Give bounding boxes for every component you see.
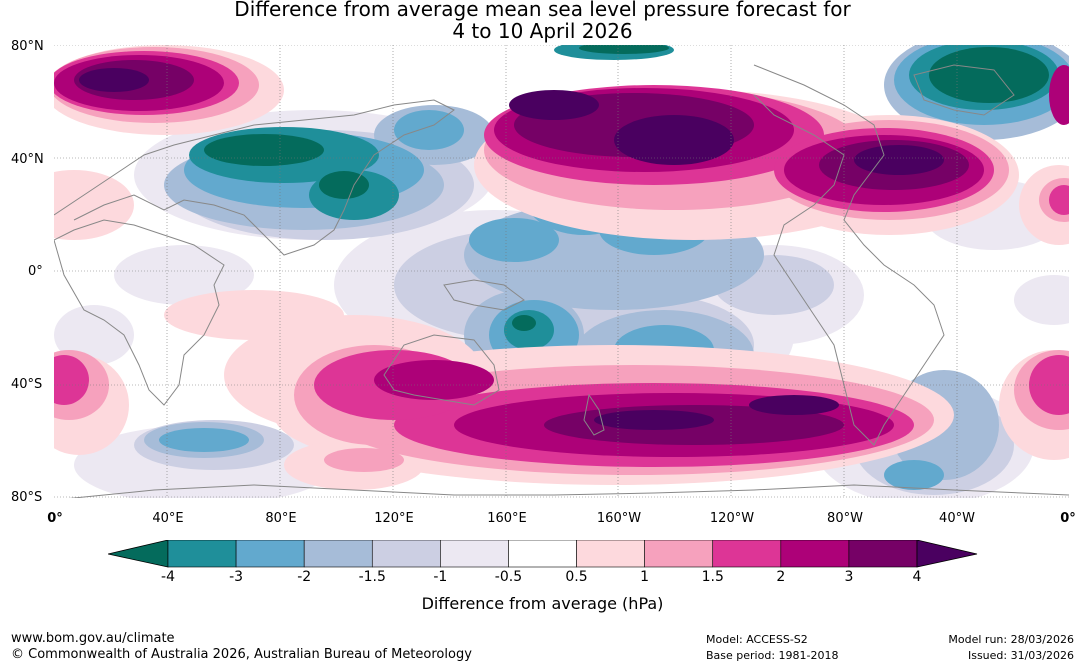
colorbar-svg [107, 539, 978, 568]
colorbar-cell [712, 539, 782, 568]
footer-model-run: Model run: 28/03/2026 [948, 633, 1074, 646]
colorbar-tick-label: 3 [844, 569, 854, 585]
lon-label-160w: 160°W [596, 511, 642, 526]
colorbar-cells [167, 539, 918, 568]
colorbar-tick-label: -4 [161, 569, 175, 585]
anomaly-band-above-4 [79, 68, 944, 430]
colorbar-tick-label: -1 [433, 569, 448, 585]
lon-label-80w: 80°W [827, 511, 863, 526]
lon-label-160e: 160°E [487, 511, 527, 526]
footer-copyright: © Commonwealth of Australia 2026, Austra… [11, 647, 472, 662]
lon-label-120w: 120°W [709, 511, 755, 526]
lon-label-0-west: 0° [47, 511, 63, 526]
lon-label-80e: 80°E [265, 511, 297, 526]
colorbar-cell [303, 539, 373, 568]
lon-label-120e: 120°E [374, 511, 414, 526]
colorbar-low-arrow [107, 539, 169, 568]
lon-label-0-east: 0° [1060, 511, 1076, 526]
coastlines [54, 64, 1069, 498]
colorbar [107, 539, 978, 568]
colorbar-cell [440, 539, 509, 568]
colorbar-cell [780, 539, 850, 568]
colorbar-tick-label: 0.5 [565, 569, 588, 585]
lat-label-80n: 80°N [11, 39, 44, 54]
colorbar-cell [508, 539, 577, 568]
map-title-line-2: 4 to 10 April 2026 [452, 19, 633, 43]
colorbar-tick-label: 4 [912, 569, 922, 585]
footer-issued: Issued: 31/03/2026 [967, 649, 1074, 662]
colorbar-tick-label: -2 [297, 569, 312, 585]
colorbar-tick-label: -3 [229, 569, 244, 585]
colorbar-cell [644, 539, 714, 568]
colorbar-cell [167, 539, 237, 568]
lat-label-equator: 0° [28, 264, 43, 279]
lon-label-40w: 40°W [939, 511, 975, 526]
lat-label-40s: 40°S [11, 377, 43, 392]
graticule [54, 45, 1069, 498]
colorbar-cell [371, 539, 441, 568]
colorbar-tick-label: -1.5 [358, 569, 386, 585]
colorbar-tick-label: 1 [640, 569, 650, 585]
colorbar-tick-label: -0.5 [494, 569, 523, 585]
colorbar-tick-label: 1.5 [701, 569, 724, 585]
footer-model: Model: ACCESS-S2 [706, 633, 808, 646]
footer-base-period: Base period: 1981-2018 [706, 649, 839, 662]
pressure-anomaly-map [54, 45, 1069, 498]
colorbar-label: Difference from average (hPa) [421, 594, 664, 613]
colorbar-cell [848, 539, 918, 568]
lat-label-80s: 80°S [11, 490, 43, 505]
map-svg [54, 45, 1069, 498]
map-title-line-1: Difference from average mean sea level p… [234, 0, 851, 21]
lon-label-40e: 40°E [152, 511, 184, 526]
colorbar-high-arrow [916, 539, 978, 568]
colorbar-tick-label: 2 [776, 569, 786, 585]
footer-url: www.bom.gov.au/climate [11, 631, 175, 646]
lat-label-40n: 40°N [11, 152, 44, 167]
colorbar-cell [576, 539, 645, 568]
colorbar-cell [235, 539, 305, 568]
